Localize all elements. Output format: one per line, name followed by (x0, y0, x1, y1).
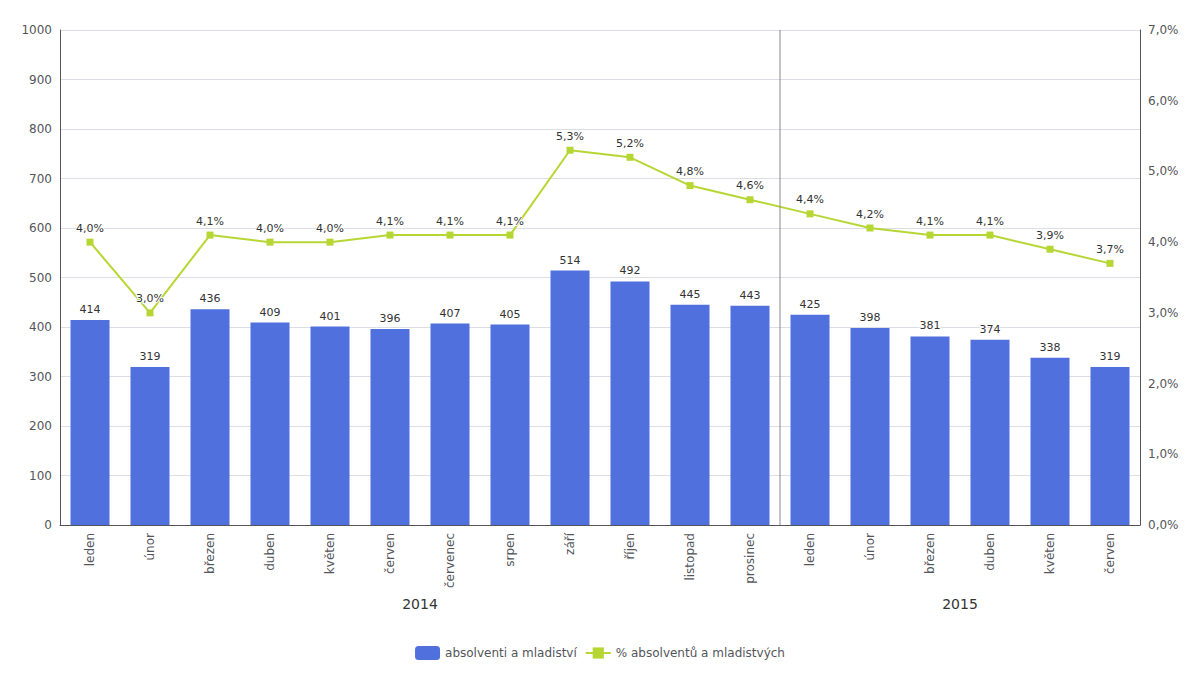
svg-text:7,0%: 7,0% (1148, 23, 1179, 37)
svg-text:4,0%: 4,0% (1148, 235, 1179, 249)
svg-text:200: 200 (29, 419, 52, 433)
svg-text:4,1%: 4,1% (976, 215, 1004, 228)
svg-text:srpen: srpen (503, 533, 517, 567)
svg-text:1000: 1000 (21, 23, 52, 37)
svg-text:6,0%: 6,0% (1148, 94, 1179, 108)
svg-text:425: 425 (800, 298, 821, 311)
svg-text:414: 414 (80, 303, 101, 316)
svg-text:401: 401 (320, 310, 341, 323)
svg-text:319: 319 (1100, 350, 1121, 363)
svg-text:700: 700 (29, 172, 52, 186)
svg-text:4,1%: 4,1% (436, 215, 464, 228)
svg-text:listopad: listopad (683, 533, 697, 581)
svg-text:4,0%: 4,0% (316, 222, 344, 235)
svg-text:2014: 2014 (402, 596, 438, 612)
svg-text:leden: leden (803, 533, 817, 566)
svg-text:374: 374 (980, 323, 1001, 336)
svg-text:4,1%: 4,1% (916, 215, 944, 228)
svg-text:409: 409 (260, 306, 281, 319)
svg-text:5,0%: 5,0% (1148, 164, 1179, 178)
svg-text:4,6%: 4,6% (736, 179, 764, 192)
svg-text:absolventi a mladiství: absolventi a mladiství (445, 646, 577, 660)
svg-text:405: 405 (500, 308, 521, 321)
svg-text:492: 492 (620, 264, 641, 277)
svg-text:duben: duben (263, 533, 277, 571)
svg-text:500: 500 (29, 271, 52, 285)
svg-text:4,1%: 4,1% (196, 215, 224, 228)
svg-text:červenec: červenec (443, 533, 457, 588)
svg-text:4,2%: 4,2% (856, 208, 884, 221)
svg-text:600: 600 (29, 221, 52, 235)
svg-text:100: 100 (29, 469, 52, 483)
svg-text:1,0%: 1,0% (1148, 447, 1179, 461)
svg-text:4,1%: 4,1% (496, 215, 524, 228)
svg-text:5,3%: 5,3% (556, 130, 584, 143)
svg-text:4,4%: 4,4% (796, 193, 824, 206)
svg-text:únor: únor (143, 533, 157, 561)
svg-text:514: 514 (560, 254, 581, 267)
svg-text:0: 0 (44, 518, 52, 532)
svg-text:3,9%: 3,9% (1036, 229, 1064, 242)
svg-text:3,7%: 3,7% (1096, 243, 1124, 256)
svg-text:445: 445 (680, 288, 701, 301)
svg-text:2,0%: 2,0% (1148, 377, 1179, 391)
svg-text:4,0%: 4,0% (256, 222, 284, 235)
svg-text:4,0%: 4,0% (76, 222, 104, 235)
svg-text:2015: 2015 (942, 596, 978, 612)
svg-text:319: 319 (140, 350, 161, 363)
svg-text:3,0%: 3,0% (136, 292, 164, 305)
svg-text:červen: červen (383, 533, 397, 574)
svg-text:381: 381 (920, 319, 941, 332)
svg-text:květen: květen (323, 533, 337, 574)
svg-text:únor: únor (863, 533, 877, 561)
svg-text:0,0%: 0,0% (1148, 518, 1179, 532)
svg-text:800: 800 (29, 122, 52, 136)
svg-text:396: 396 (380, 312, 401, 325)
svg-text:398: 398 (860, 311, 881, 324)
svg-text:květen: květen (1043, 533, 1057, 574)
svg-text:prosinec: prosinec (743, 533, 757, 584)
svg-text:4,8%: 4,8% (676, 165, 704, 178)
svg-text:březen: březen (203, 533, 217, 574)
svg-text:443: 443 (740, 289, 761, 302)
svg-text:3,0%: 3,0% (1148, 306, 1179, 320)
svg-text:407: 407 (440, 307, 461, 320)
svg-text:červen: červen (1103, 533, 1117, 574)
svg-text:900: 900 (29, 73, 52, 87)
svg-text:duben: duben (983, 533, 997, 571)
svg-text:březen: březen (923, 533, 937, 574)
svg-text:400: 400 (29, 320, 52, 334)
svg-text:338: 338 (1040, 341, 1061, 354)
svg-text:300: 300 (29, 370, 52, 384)
svg-text:5,2%: 5,2% (616, 137, 644, 150)
svg-text:4,1%: 4,1% (376, 215, 404, 228)
svg-text:% absolventů a mladistvých: % absolventů a mladistvých (616, 646, 785, 660)
svg-text:říjen: říjen (623, 533, 637, 560)
svg-text:září: září (563, 532, 577, 555)
svg-text:leden: leden (83, 533, 97, 566)
svg-text:436: 436 (200, 292, 221, 305)
